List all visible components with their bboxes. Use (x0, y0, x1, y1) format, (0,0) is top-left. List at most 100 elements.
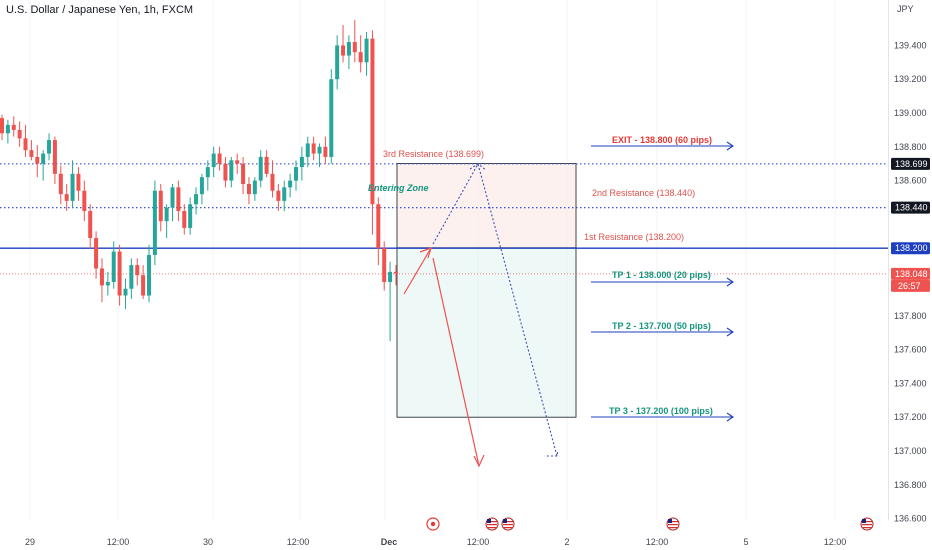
candle (393, 265, 398, 286)
time-tick: 5 (743, 537, 748, 547)
tp3-label: TP 3 - 137.200 (100 pips) (609, 406, 713, 416)
flag-us-icon[interactable] (485, 517, 499, 531)
symbol-title[interactable]: U.S. Dollar / Japanese Yen, 1h, FXCM (6, 4, 194, 16)
candle (235, 153, 240, 174)
candle (170, 183, 175, 222)
time-axis[interactable] (0, 530, 888, 550)
entry-arrowhead-red (419, 247, 432, 259)
candle (329, 69, 334, 164)
price-tick: 139.400 (894, 40, 927, 50)
candle (229, 156, 234, 188)
second-resistance-label: 2nd Resistance (138.440) (592, 188, 695, 198)
price-tick: 137.200 (894, 412, 927, 422)
price-tick: 139.000 (894, 108, 927, 118)
candle (188, 197, 193, 235)
third-resistance-label: 3rd Resistance (138.699) (383, 149, 484, 159)
time-tick: 12:00 (287, 537, 310, 547)
candle (241, 156, 246, 195)
tp2-label: TP 2 - 137.700 (50 pips) (612, 321, 711, 331)
flag-us-icon[interactable] (501, 517, 515, 531)
candle (123, 278, 128, 310)
price-label: 138.440 (891, 201, 930, 214)
tp2-arrow-head (726, 327, 734, 337)
candle (88, 204, 93, 249)
entering-zone-label: Entering Zone (368, 183, 429, 193)
currency-label: JPY (897, 4, 914, 14)
candle (47, 133, 52, 161)
candle (182, 204, 187, 235)
drop-path-red[interactable] (432, 257, 480, 467)
tp3-arrow-head (726, 412, 734, 422)
candle (223, 156, 228, 188)
candle (323, 136, 328, 164)
flag-us-icon[interactable] (666, 517, 680, 531)
candle (117, 244, 122, 306)
candle (176, 180, 181, 222)
tp1-arrow-head (726, 277, 734, 287)
candle (82, 180, 87, 222)
entry-path-red[interactable] (403, 247, 432, 295)
candle (164, 204, 169, 239)
event-marker-icon[interactable] (426, 517, 440, 531)
candle (147, 244, 151, 303)
candle (252, 177, 257, 201)
first-resistance-label: 1st Resistance (138.200) (584, 232, 684, 242)
exit-arrow-head (726, 141, 734, 151)
candle (211, 146, 216, 178)
projection-path-blue[interactable] (432, 162, 558, 457)
price-label: 138.699 (891, 157, 930, 170)
candle (288, 173, 293, 198)
candle (23, 124, 28, 157)
svg-text:138.200: 138.200 (895, 243, 928, 253)
candle (382, 241, 387, 291)
candle (135, 258, 140, 286)
candle (35, 145, 40, 178)
price-tick: 137.800 (894, 311, 927, 321)
svg-text:138.048: 138.048 (895, 269, 928, 279)
candle (305, 136, 310, 168)
candle (294, 160, 298, 191)
resistance-zone[interactable] (396, 163, 577, 249)
candle (205, 160, 210, 191)
candle (317, 143, 322, 168)
target-zone[interactable] (396, 247, 577, 418)
candle (270, 160, 275, 198)
price-axis[interactable] (888, 0, 932, 520)
candle (64, 183, 69, 212)
candle (352, 20, 357, 63)
candle (76, 167, 81, 201)
candle (29, 140, 34, 161)
time-tick: 12:00 (107, 537, 130, 547)
target-arrows (591, 141, 734, 422)
candle (346, 35, 351, 70)
candle (5, 119, 10, 144)
flag-us-icon[interactable] (860, 517, 874, 531)
candle (99, 258, 104, 303)
candle (335, 35, 340, 90)
time-tick: 29 (25, 537, 35, 547)
candles (0, 20, 398, 342)
candle (194, 187, 199, 215)
price-tick: 138.600 (894, 176, 927, 186)
time-tick: 12:00 (467, 537, 490, 547)
price-tick: 137.000 (894, 446, 927, 456)
candle (17, 121, 22, 147)
time-tick: Dec (381, 537, 398, 547)
price-label: 138.048 (891, 267, 930, 280)
candle (129, 258, 134, 299)
candle (11, 116, 16, 137)
price-axis-labels: JPY 139.400 139.200 139.000 138.800 138.600 13… (891, 4, 930, 524)
candle (264, 150, 269, 178)
candle (299, 146, 304, 181)
projection-arrowhead-top (469, 163, 487, 171)
svg-text:138.440: 138.440 (895, 203, 928, 213)
time-axis-labels: 29 12:00 30 12:00 Dec 12:00 2 12:00 5 12:00 (25, 537, 846, 547)
candle (370, 30, 375, 235)
candle (152, 180, 157, 266)
price-tick: 139.200 (894, 74, 927, 84)
candle (341, 25, 346, 63)
candle (111, 241, 116, 289)
candle (276, 183, 281, 212)
